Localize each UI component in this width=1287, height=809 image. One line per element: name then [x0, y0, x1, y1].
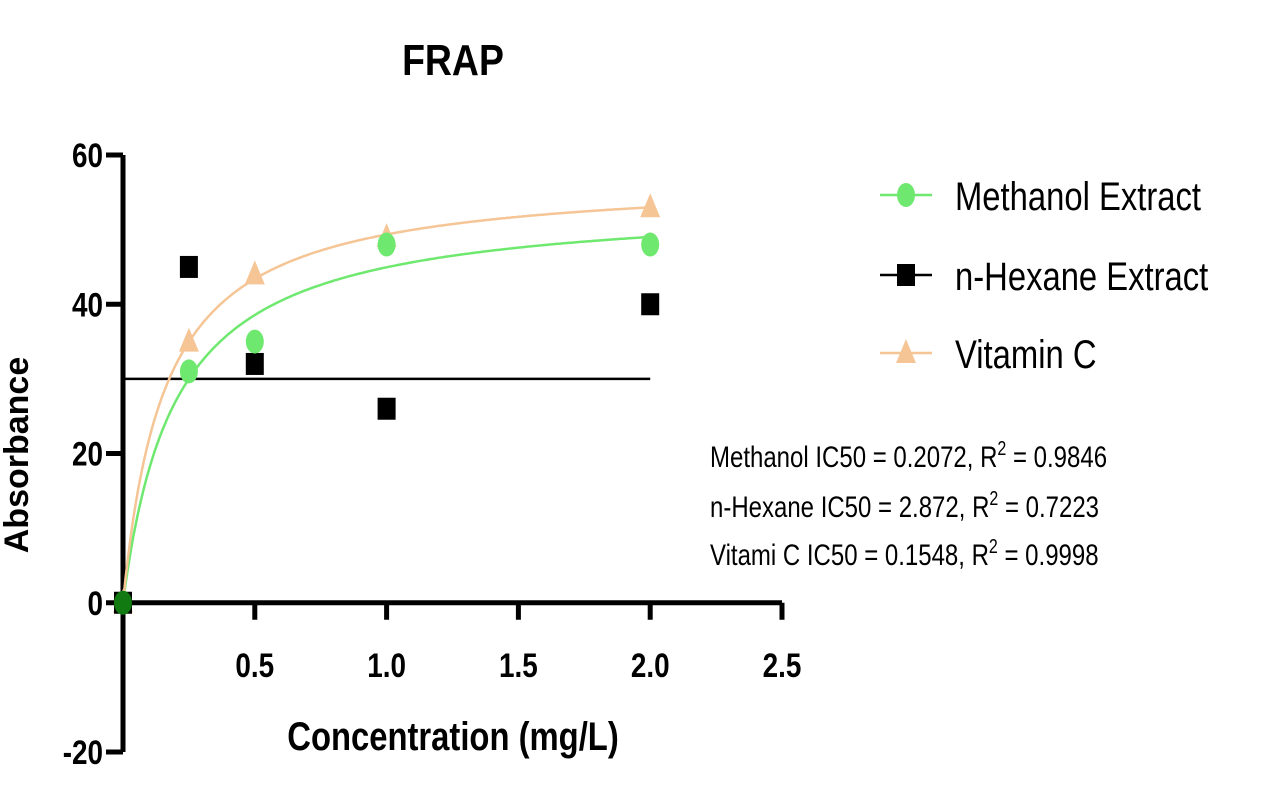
annotation-text: Methanol IC50 = 0.2072, R — [710, 439, 997, 473]
x-tick-label: 2.0 — [631, 646, 670, 684]
fit-annotation: n-Hexane IC50 = 2.872, R2 = 0.7223 — [710, 487, 1099, 523]
x-tick-label: 1.0 — [367, 646, 406, 684]
fit-annotation: Methanol IC50 = 0.2072, R2 = 0.9846 — [710, 437, 1107, 473]
data-point-triangle — [178, 327, 199, 352]
data-point-circle — [114, 590, 132, 615]
annotation-text: n-Hexane IC50 = 2.872, R — [710, 489, 989, 523]
annotation-text: Vitami C IC50 = 0.1548, R — [710, 537, 989, 571]
legend-marker-square — [897, 264, 915, 286]
annotation-exponent: 2 — [997, 437, 1006, 459]
data-point-circle — [179, 359, 198, 384]
x-tick-label: 1.5 — [499, 646, 538, 684]
fit-curve-methanol-extract — [121, 235, 651, 603]
data-points — [113, 193, 661, 615]
data-point-square — [245, 352, 264, 375]
y-tick-label: -20 — [63, 733, 103, 771]
data-point-circle — [641, 232, 660, 257]
x-tick-label: 0.5 — [235, 646, 274, 684]
data-point-square — [377, 397, 396, 420]
legend-item: Vitamin C — [880, 332, 1097, 377]
y-tick-label: 20 — [72, 435, 103, 473]
y-tick-label: 0 — [87, 584, 103, 622]
legend: Methanol Extract n-Hexane Extract Vitamin … — [880, 174, 1208, 377]
y-tick-label: 40 — [72, 286, 103, 324]
annotation-value: = 0.9846 — [1006, 439, 1107, 473]
x-axis-label: Concentration (mg/L) — [287, 714, 618, 759]
chart-title: FRAP — [402, 35, 504, 85]
data-point-square — [179, 255, 198, 278]
y-axis-label: Absorbance — [0, 357, 36, 554]
legend-label: Methanol Extract — [955, 174, 1201, 219]
legend-label: Vitamin C — [955, 332, 1097, 377]
axes: -20 0 20 40 60 0.5 1.0 1.5 2.0 2.5 — [63, 136, 802, 771]
data-point-triangle — [244, 260, 265, 285]
legend-item: Methanol Extract — [880, 174, 1201, 219]
x-tick-label: 2.5 — [763, 646, 802, 684]
legend-marker-triangle — [896, 339, 916, 363]
data-point-circle — [377, 232, 396, 257]
annotation-value: = 0.7223 — [998, 489, 1099, 523]
legend-label: n-Hexane Extract — [955, 254, 1208, 299]
fit-annotation: Vitami C IC50 = 0.1548, R2 = 0.9998 — [710, 535, 1099, 571]
legend-marker-circle — [897, 183, 915, 207]
data-point-triangle — [640, 193, 661, 218]
data-point-square — [641, 293, 660, 316]
annotation-exponent: 2 — [989, 535, 998, 557]
y-tick-label: 60 — [72, 136, 103, 174]
annotation-value: = 0.9998 — [998, 537, 1099, 571]
legend-item: n-Hexane Extract — [880, 254, 1208, 299]
annotation-exponent: 2 — [989, 487, 998, 509]
data-point-circle — [245, 329, 264, 354]
fit-annotations: Methanol IC50 = 0.2072, R2 = 0.9846n-Hex… — [710, 437, 1107, 571]
